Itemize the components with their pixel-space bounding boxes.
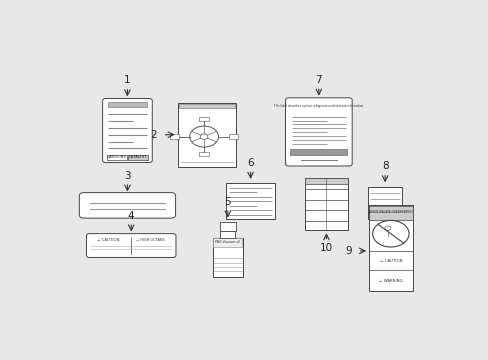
Circle shape (200, 134, 207, 139)
Text: 4: 4 (128, 211, 134, 221)
Text: ⚠ WARNING: ⚠ WARNING (378, 279, 402, 283)
Text: ⚠ CAUTION: ⚠ CAUTION (379, 259, 401, 263)
Text: ⚠ HIGH OCTANE: ⚠ HIGH OCTANE (136, 238, 164, 242)
Bar (127, 155, 148, 160)
FancyBboxPatch shape (102, 99, 152, 162)
Bar (290, 149, 346, 156)
Bar (179, 104, 235, 108)
Text: GASOLINE: GASOLINE (106, 155, 126, 159)
Text: 3: 3 (124, 171, 130, 181)
Bar (107, 102, 147, 107)
Text: 1: 1 (124, 76, 130, 85)
Bar (212, 238, 243, 278)
FancyBboxPatch shape (285, 98, 351, 166)
Text: 9: 9 (345, 246, 351, 256)
Text: 6: 6 (247, 158, 253, 168)
Bar (367, 186, 401, 219)
Bar (228, 134, 238, 139)
Text: 8: 8 (381, 161, 387, 171)
Bar (106, 155, 127, 160)
Bar (304, 177, 347, 230)
Text: 5: 5 (224, 197, 231, 207)
Bar (225, 183, 275, 219)
Bar (170, 134, 179, 139)
FancyBboxPatch shape (86, 234, 176, 257)
Bar (368, 205, 412, 291)
Text: AVOID ENGINE OVERHEATING: AVOID ENGINE OVERHEATING (368, 210, 412, 214)
Bar (199, 152, 208, 156)
Text: This label describes system refrigerant and lubricant information.: This label describes system refrigerant … (273, 104, 363, 108)
Bar (213, 238, 242, 247)
Text: ⚠ CAUTION: ⚠ CAUTION (97, 238, 119, 242)
Bar (177, 103, 236, 167)
Bar (304, 177, 347, 184)
Text: 7: 7 (315, 75, 322, 85)
Text: 2: 2 (150, 130, 157, 140)
Text: CATALYST: CATALYST (129, 155, 147, 159)
Text: 10: 10 (319, 243, 332, 253)
Bar (368, 206, 412, 220)
FancyBboxPatch shape (79, 193, 175, 218)
Bar (199, 117, 208, 121)
Bar (220, 231, 235, 238)
Text: PAG Vacuum oil: PAG Vacuum oil (215, 240, 240, 244)
Bar (219, 222, 236, 231)
